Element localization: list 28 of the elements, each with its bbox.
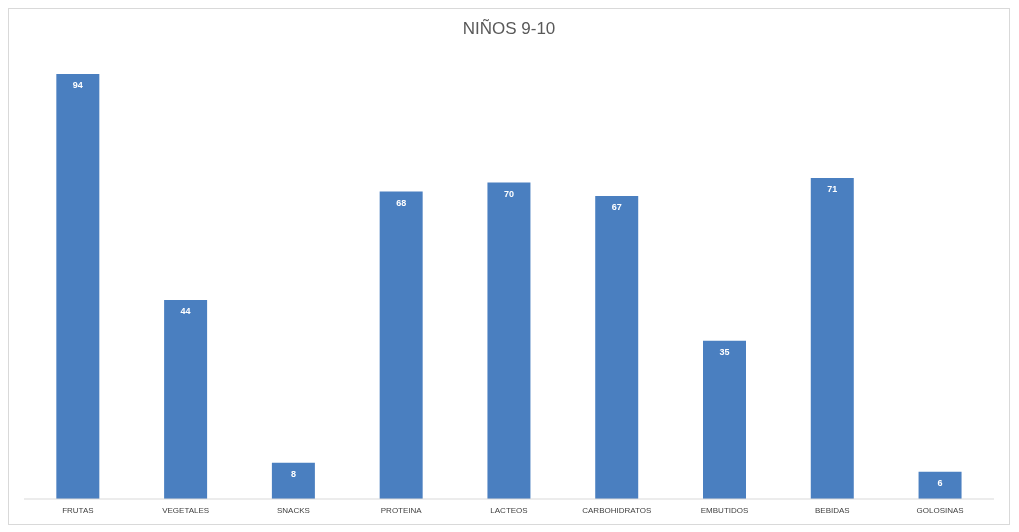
x-tick-label: EMBUTIDOS <box>700 505 749 515</box>
data-label: 8 <box>290 469 296 480</box>
bar <box>810 177 854 499</box>
bar <box>595 196 639 499</box>
data-label: 94 <box>72 80 83 91</box>
x-tick-label: PROTEINA <box>380 505 423 515</box>
data-label: 70 <box>503 188 514 199</box>
data-label: 71 <box>827 184 838 195</box>
data-label: 68 <box>396 197 407 208</box>
chart-title: NIÑOS 9-10 <box>461 18 557 40</box>
x-tick-label: CARBOHIDRATOS <box>582 505 652 515</box>
x-tick-label: FRUTAS <box>62 505 94 515</box>
bar <box>487 182 531 499</box>
x-tick-label: VEGETALES <box>162 505 210 515</box>
bar <box>379 191 423 499</box>
x-tick-label: SNACKS <box>276 505 310 515</box>
data-label: 44 <box>180 306 191 317</box>
bar <box>918 471 962 499</box>
bar <box>56 74 100 499</box>
data-label: 35 <box>719 347 730 358</box>
data-label: 6 <box>937 478 943 489</box>
bar <box>164 300 208 499</box>
bar <box>703 340 746 499</box>
x-tick-label: GOLOSINAS <box>916 505 964 515</box>
x-tick-label: LACTEOS <box>490 505 528 515</box>
x-tick-label: BEBIDAS <box>814 505 850 515</box>
bar <box>271 462 315 499</box>
data-label: 67 <box>611 202 622 213</box>
